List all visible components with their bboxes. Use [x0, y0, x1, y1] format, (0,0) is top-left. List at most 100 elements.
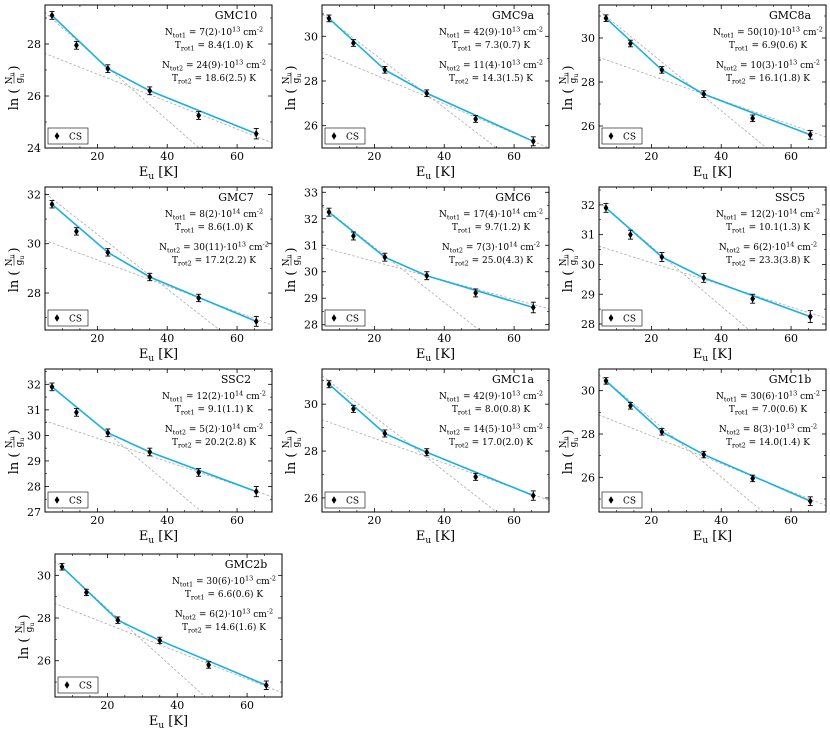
y-tick-label: 31: [304, 239, 318, 252]
svg-text:ln (: ln (: [561, 89, 576, 111]
svg-text:Nu: Nu: [282, 437, 293, 449]
axes-frame: [44, 368, 273, 513]
x-tick-label: 40: [160, 514, 174, 527]
svg-text:gu: gu: [569, 256, 580, 266]
panel-source-name: SSC5: [775, 191, 805, 204]
svg-text:gu: gu: [569, 74, 580, 84]
panel-source-name: GMC10: [215, 9, 257, 22]
annotation-column-density: Ntot1​ = 50(10)·1013​ cm-2​: [713, 26, 823, 40]
annotation-rotation-temperature: Trot1​ = 8.4(1.0) K: [175, 40, 254, 53]
y-tick-label: 30: [27, 238, 41, 251]
svg-text:Nu: Nu: [559, 73, 570, 85]
y-tick-label: 29: [304, 292, 318, 305]
legend: CS: [47, 127, 89, 145]
legend-label: CS: [346, 497, 359, 507]
data-point: [424, 89, 430, 98]
legend-marker: [608, 314, 614, 322]
x-tick-label: 40: [714, 150, 728, 163]
x-tick-label: 20: [100, 699, 114, 712]
data-point: [350, 39, 356, 47]
svg-text:Nu: Nu: [5, 437, 16, 449]
y-tick-label: 30: [304, 30, 318, 43]
data-point: [473, 472, 479, 481]
annotation-column-density: Ntot2​ = 10(3)·1013​ cm-2​: [716, 59, 820, 73]
svg-text:gu: gu: [25, 623, 36, 633]
svg-text:Nu: Nu: [5, 255, 16, 267]
x-tick-label: 60: [507, 332, 521, 345]
panel-source-name: GMC8a: [769, 9, 811, 22]
annotation-column-density: Ntot1​ = 30(6)·1013​ cm-2​: [716, 390, 820, 404]
data-point: [382, 65, 388, 74]
fit-line-total: [605, 207, 811, 318]
y-tick-label: 31: [581, 229, 595, 242]
legend-label: CS: [346, 315, 359, 325]
y-tick-label: 30: [27, 429, 41, 442]
annotation-rotation-temperature: Trot1​ = 6.9(0.6) K: [729, 40, 808, 53]
axes-frame: [321, 4, 550, 149]
svg-text:): ): [561, 65, 576, 70]
y-tick-label: 28: [581, 318, 595, 331]
data-point: [603, 202, 609, 213]
fit-line-total: [328, 383, 534, 497]
fit-line-total: [51, 203, 257, 323]
legend-marker: [54, 314, 60, 322]
legend: CS: [324, 491, 366, 509]
svg-text:ln (: ln (: [561, 271, 576, 293]
legend: CS: [601, 127, 643, 145]
data-point: [73, 227, 79, 236]
legend: CS: [324, 127, 366, 145]
fit-component-comp2: [55, 603, 282, 694]
y-tick-label: 30: [304, 266, 318, 279]
data-point: [83, 588, 89, 597]
plot-area: [322, 375, 549, 512]
axes-frame: [598, 4, 827, 149]
data-point: [750, 293, 756, 304]
fit-component-comp1: [599, 10, 767, 148]
annotation-column-density: Ntot2​ = 8(3)·1013​ cm-2​: [719, 423, 817, 437]
data-point: [750, 114, 756, 123]
x-tick-label: 20: [644, 514, 658, 527]
annotation-rotation-temperature: Trot2​ = 16.1(1.8) K: [726, 73, 810, 86]
x-axis-label: Eu [K]: [416, 529, 455, 544]
legend-marker: [54, 496, 60, 504]
data-point: [701, 450, 707, 459]
data-point: [49, 200, 55, 209]
data-point: [59, 563, 65, 571]
x-tick-label: 40: [437, 150, 451, 163]
panel-source-name: GMC1a: [492, 373, 534, 386]
y-tick-label: 28: [37, 612, 51, 625]
x-tick-label: 20: [367, 332, 381, 345]
data-point: [701, 90, 707, 98]
data-point: [105, 428, 111, 438]
annotation-rotation-temperature: Trot1​ = 10.1(1.3) K: [726, 222, 810, 235]
annotation-column-density: Ntot1​ = 17(4)·1014​ cm-2​: [439, 208, 543, 222]
annotation-column-density: Ntot2​ = 7(3)·1014​ cm-2​: [442, 241, 540, 255]
data-point: [530, 136, 536, 147]
legend: CS: [57, 676, 99, 694]
y-tick-label: 26: [37, 655, 51, 668]
svg-text:Nu: Nu: [282, 255, 293, 267]
data-point: [627, 229, 633, 240]
panel-source-name: GMC7: [218, 191, 253, 204]
data-point: [105, 248, 111, 257]
data-point: [603, 377, 609, 385]
panel-source-name: GMC9a: [492, 9, 534, 22]
data-point: [473, 115, 479, 123]
annotation-rotation-temperature: Trot2​ = 17.2(2.2) K: [172, 255, 256, 268]
data-point: [807, 310, 813, 324]
y-tick-label: 26: [304, 492, 318, 505]
plot-area: [45, 380, 272, 512]
data-point: [253, 128, 259, 140]
